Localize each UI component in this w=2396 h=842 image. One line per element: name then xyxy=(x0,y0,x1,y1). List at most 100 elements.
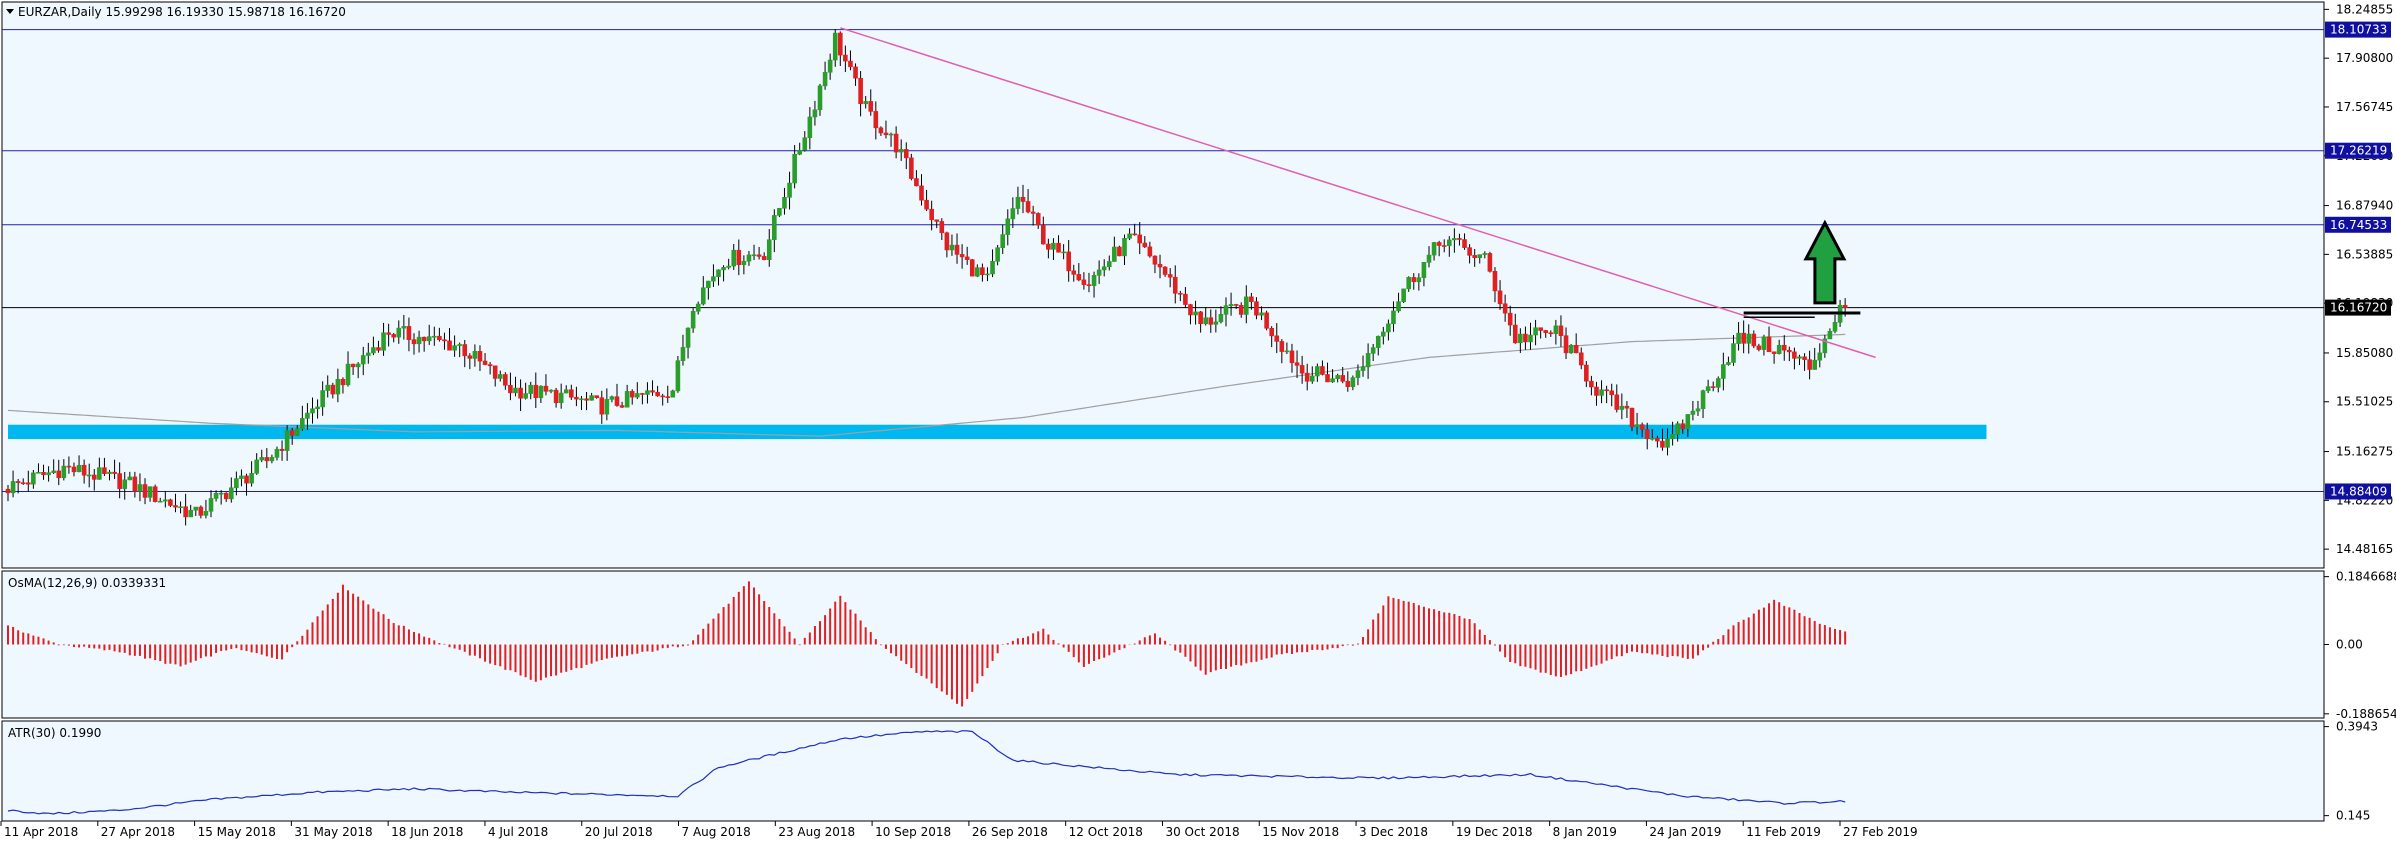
candle xyxy=(193,506,199,516)
candle xyxy=(264,448,270,469)
candle xyxy=(315,399,320,419)
candle xyxy=(1726,356,1731,366)
candle xyxy=(1304,363,1310,391)
candle xyxy=(503,372,508,390)
candle xyxy=(1325,362,1330,383)
price-level-label: 14.88409 xyxy=(2330,484,2387,498)
price-tick-label: 18.24855 xyxy=(2336,2,2393,16)
candle xyxy=(1452,228,1457,253)
candle xyxy=(1553,319,1559,345)
candle xyxy=(371,336,376,356)
candle xyxy=(1781,335,1787,361)
atr-pane-bg xyxy=(1,720,2325,822)
candle xyxy=(888,132,894,147)
candle xyxy=(700,276,706,306)
candle xyxy=(589,392,594,401)
candle xyxy=(1137,222,1143,255)
candle xyxy=(1015,186,1021,215)
candle xyxy=(584,391,589,411)
candle xyxy=(1233,303,1239,310)
candle xyxy=(1573,333,1579,354)
candle xyxy=(761,252,767,261)
candle xyxy=(1700,389,1706,419)
candle xyxy=(1071,264,1077,282)
candle xyxy=(1152,255,1158,274)
candle xyxy=(1467,244,1472,264)
candle xyxy=(1340,366,1346,384)
candle xyxy=(1447,236,1452,257)
candle xyxy=(102,457,107,476)
x-tick-label: 27 Feb 2019 xyxy=(1843,825,1918,839)
candle xyxy=(1736,322,1741,351)
trendline-group xyxy=(840,27,1876,359)
candle xyxy=(599,390,605,424)
candle xyxy=(518,379,523,411)
x-tick-label: 19 Dec 2018 xyxy=(1456,825,1533,839)
candle xyxy=(1061,244,1066,260)
candle xyxy=(1411,273,1417,290)
candle xyxy=(944,231,950,258)
candle xyxy=(15,478,21,494)
candle xyxy=(335,368,341,403)
candle xyxy=(56,459,62,486)
candle xyxy=(46,466,51,482)
candle xyxy=(736,239,742,276)
candle xyxy=(366,342,371,364)
candle xyxy=(1330,369,1335,383)
candle xyxy=(1365,343,1371,379)
candle xyxy=(421,336,427,352)
trendline[interactable] xyxy=(840,27,1876,359)
up-arrow-icon[interactable] xyxy=(1803,219,1847,305)
arrow-group xyxy=(1803,219,1847,305)
candle xyxy=(1518,328,1523,353)
candle xyxy=(1634,412,1640,435)
candle xyxy=(234,471,239,496)
candle xyxy=(203,499,209,519)
price-tick-label: 15.85080 xyxy=(2336,346,2393,360)
candle xyxy=(878,126,884,136)
candle xyxy=(487,362,493,375)
candle xyxy=(1624,401,1630,418)
candle xyxy=(1289,343,1295,373)
candle xyxy=(1076,263,1082,282)
candle xyxy=(117,462,122,499)
candle xyxy=(416,330,422,353)
candle xyxy=(1279,339,1285,364)
candle xyxy=(975,264,980,278)
candle xyxy=(792,145,797,189)
candle xyxy=(706,280,711,300)
candle xyxy=(995,244,1000,266)
candle xyxy=(66,456,72,474)
candle xyxy=(1051,238,1056,261)
candle xyxy=(355,362,361,379)
candle xyxy=(665,385,671,403)
price-tick-label: 16.87940 xyxy=(2336,199,2393,213)
candle xyxy=(1355,364,1361,386)
candle xyxy=(650,380,655,396)
candle xyxy=(837,31,843,67)
candle xyxy=(497,370,503,382)
candle xyxy=(969,258,975,277)
atr-title: ATR(30) 0.1990 xyxy=(8,726,101,740)
x-tick-label: 4 Jul 2018 xyxy=(488,825,548,839)
candle xyxy=(122,472,128,500)
candle xyxy=(386,323,391,347)
candle xyxy=(949,234,955,256)
candle xyxy=(1223,297,1229,327)
collapse-triangle-icon[interactable] xyxy=(6,9,14,14)
candle xyxy=(1142,236,1148,249)
candle xyxy=(1299,355,1305,384)
price-level-tag xyxy=(2325,21,2391,38)
candle xyxy=(452,335,457,357)
candle xyxy=(782,187,787,215)
candle xyxy=(538,385,544,403)
price-tick-label: 15.16275 xyxy=(2336,445,2393,459)
candle xyxy=(310,397,315,424)
candle xyxy=(1462,233,1467,250)
candle xyxy=(426,324,432,345)
candle xyxy=(548,389,554,394)
candle xyxy=(381,322,386,356)
candle xyxy=(746,251,752,266)
candle xyxy=(447,328,452,351)
candle xyxy=(574,386,579,407)
